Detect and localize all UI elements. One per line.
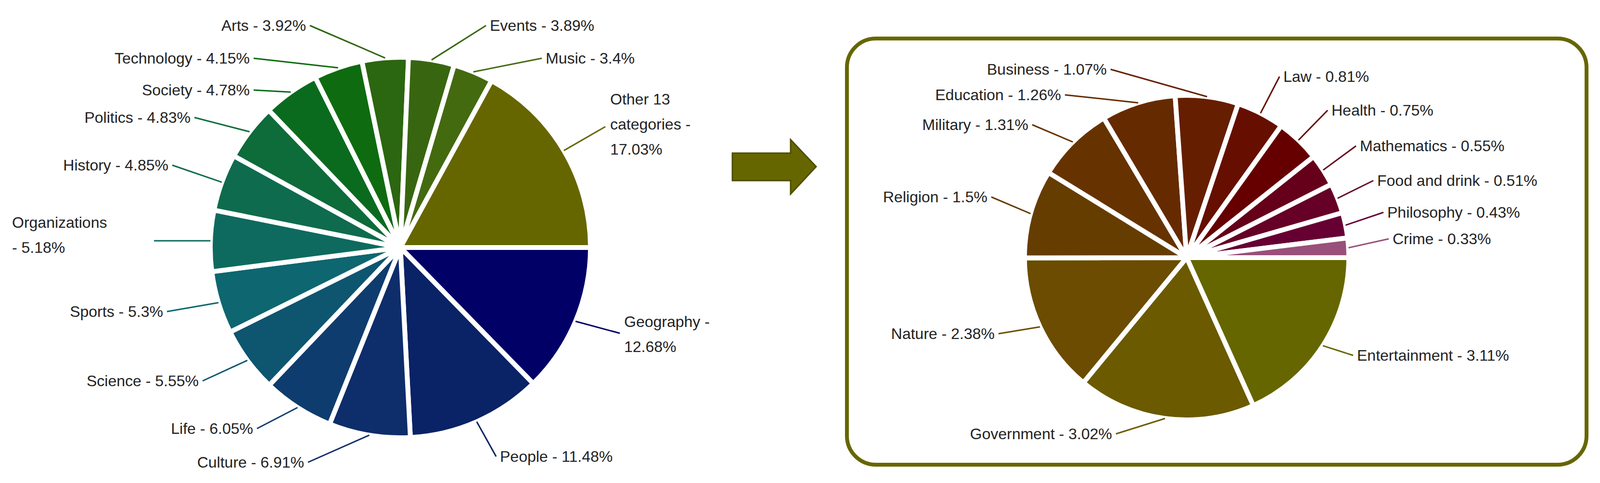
svg-text:Politics - 4.83%: Politics - 4.83% xyxy=(84,108,191,127)
svg-text:Life - 6.05%: Life - 6.05% xyxy=(170,419,254,437)
svg-text:Science - 5.55%: Science - 5.55% xyxy=(86,371,199,390)
svg-text:Geography -: Geography - xyxy=(624,312,710,331)
svg-text:Government - 3.02%: Government - 3.02% xyxy=(970,424,1113,443)
svg-text:Technology - 4.15%: Technology - 4.15% xyxy=(114,49,250,67)
svg-text:Law - 0.81%: Law - 0.81% xyxy=(1283,67,1370,86)
svg-text:Health - 0.75%: Health - 0.75% xyxy=(1331,101,1434,119)
svg-text:Society - 4.78%: Society - 4.78% xyxy=(141,81,250,99)
svg-text:- 5.18%: - 5.18% xyxy=(12,238,65,256)
svg-text:Philosophy - 0.43%: Philosophy - 0.43% xyxy=(1387,203,1521,221)
svg-text:Education - 1.26%: Education - 1.26% xyxy=(935,86,1062,104)
svg-text:Events - 3.89%: Events - 3.89% xyxy=(489,16,595,35)
svg-text:Mathematics - 0.55%: Mathematics - 0.55% xyxy=(1359,137,1505,155)
svg-text:Military - 1.31%: Military - 1.31% xyxy=(922,115,1029,134)
svg-text:Arts - 3.92%: Arts - 3.92% xyxy=(221,16,307,35)
svg-text:Music - 3.4%: Music - 3.4% xyxy=(545,49,635,67)
svg-text:History - 4.85%: History - 4.85% xyxy=(63,156,169,174)
svg-text:Food and drink - 0.51%: Food and drink - 0.51% xyxy=(1377,171,1538,190)
svg-text:12.68%: 12.68% xyxy=(624,337,677,356)
svg-text:Nature - 2.38%: Nature - 2.38% xyxy=(891,324,995,343)
svg-text:17.03%: 17.03% xyxy=(610,140,663,158)
svg-text:Organizations: Organizations xyxy=(12,213,107,231)
svg-text:Sports - 5.3%: Sports - 5.3% xyxy=(69,302,164,320)
svg-text:Religion - 1.5%: Religion - 1.5% xyxy=(883,188,988,206)
svg-text:Entertainment - 3.11%: Entertainment - 3.11% xyxy=(1356,346,1510,364)
svg-text:People - 11.48%: People - 11.48% xyxy=(499,447,613,465)
svg-text:Culture - 6.91%: Culture - 6.91% xyxy=(197,453,305,471)
svg-text:Business - 1.07%: Business - 1.07% xyxy=(986,60,1107,78)
svg-text:Other 13: Other 13 xyxy=(610,90,671,108)
svg-text:Crime - 0.33%: Crime - 0.33% xyxy=(1392,230,1492,248)
svg-text:categories -: categories - xyxy=(610,115,691,133)
